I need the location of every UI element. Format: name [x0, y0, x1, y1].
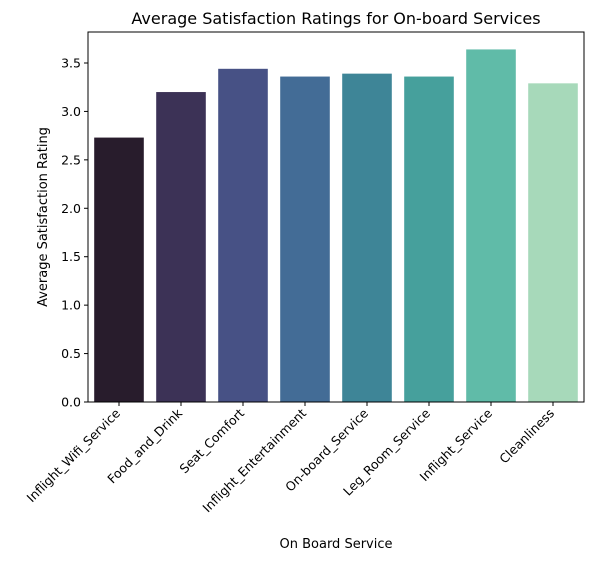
x-tick-label: Seat_Comfort: [176, 405, 247, 476]
x-tick-label: Inflight_Entertainment: [199, 405, 309, 515]
plot-frame: [87, 31, 585, 403]
bar-leg-room-service: [404, 76, 454, 402]
y-tick-label: 0.0: [61, 395, 81, 410]
bar-on-board-service: [342, 73, 392, 402]
y-tick-label: 3.0: [61, 104, 81, 119]
x-tick-label: Cleanliness: [496, 406, 557, 467]
x-axis-ticks: Inflight_Wifi_ServiceFood_and_DrinkSeat_…: [24, 402, 557, 515]
y-axis-ticks: 0.0 0.5 1.0 1.5 2.0 2.5 3.0 3.5: [61, 55, 88, 410]
bar-inflight-service: [466, 49, 516, 402]
y-tick-label: 1.5: [61, 249, 81, 264]
bar-inflight-entertainment: [280, 76, 330, 402]
y-axis-label: Average Satisfaction Rating: [36, 127, 51, 307]
x-axis-label: On Board Service: [280, 537, 393, 552]
y-tick-label: 1.0: [61, 298, 81, 313]
bars-group: [94, 49, 578, 403]
bar-inflight-wifi-service: [94, 137, 144, 402]
bar-seat-comfort: [218, 68, 268, 403]
x-tick-label: Inflight_Wifi_Service: [24, 405, 124, 505]
y-tick-label: 3.5: [61, 55, 81, 70]
chart-title: Average Satisfaction Ratings for On-boar…: [131, 9, 540, 28]
bar-cleanliness: [528, 83, 578, 402]
bar-food-and-drink: [156, 92, 206, 402]
y-tick-label: 2.0: [61, 201, 81, 216]
y-tick-label: 2.5: [61, 152, 81, 167]
y-tick-label: 0.5: [61, 346, 81, 361]
